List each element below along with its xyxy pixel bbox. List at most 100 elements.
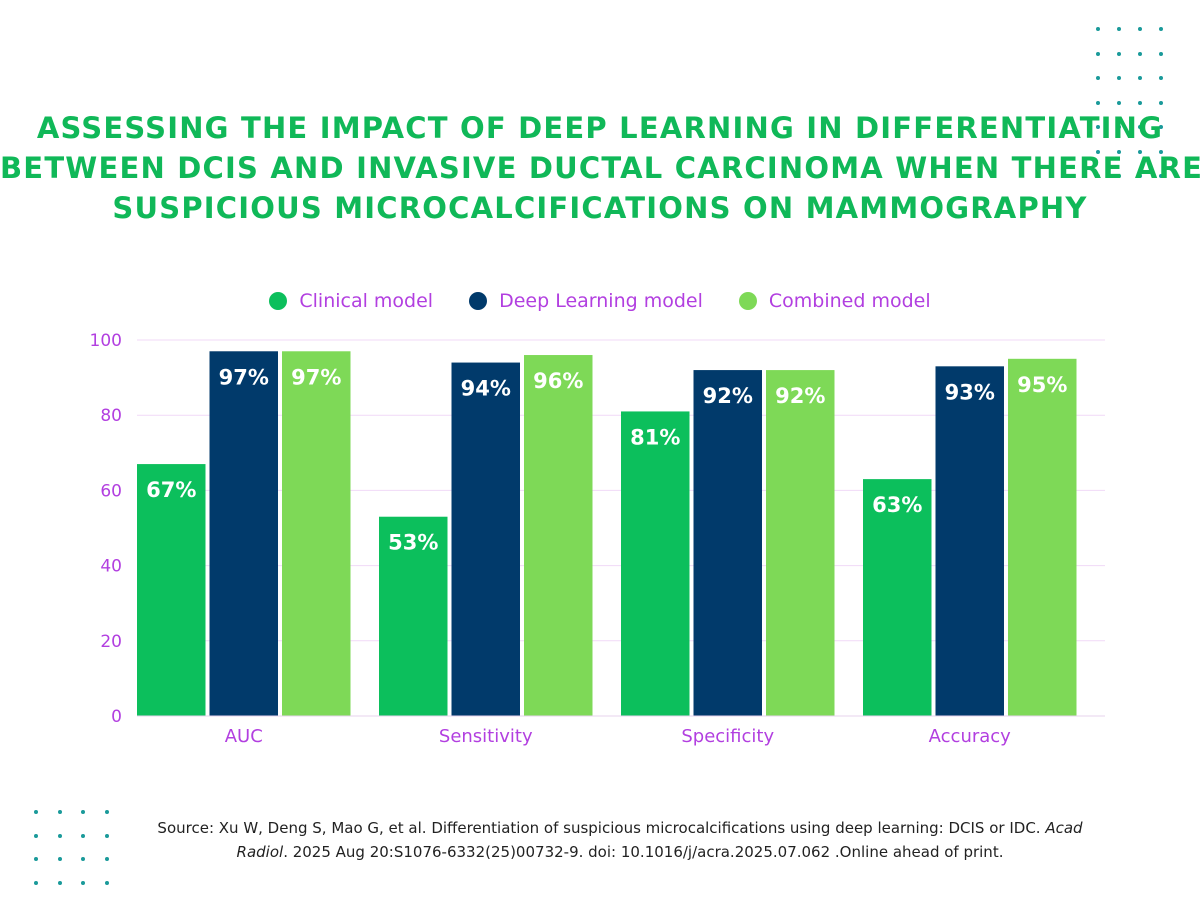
decorative-dot	[1159, 27, 1163, 31]
x-category-label: Specificity	[681, 726, 774, 747]
decorative-dot	[34, 880, 38, 885]
x-category-label: AUC	[225, 726, 263, 747]
decorative-dot	[1159, 76, 1163, 80]
legend-swatch-deep-learning	[469, 292, 488, 310]
bar-data-label: 93%	[945, 380, 995, 404]
x-category-label: Accuracy	[929, 726, 1012, 747]
decorative-dot	[57, 810, 62, 814]
bar-specificity-series-0	[621, 411, 690, 716]
decorative-dot	[1138, 51, 1142, 56]
decorative-dot	[57, 833, 62, 838]
y-tick-label: 60	[100, 481, 122, 501]
legend-item-clinical: Clinical model	[269, 290, 433, 312]
bar-auc-series-2	[282, 351, 351, 716]
decorative-dot	[57, 880, 62, 885]
bar-data-label: 97%	[219, 365, 269, 389]
bar-data-label: 53%	[388, 531, 438, 555]
bar-sensitivity-series-0	[379, 516, 448, 716]
y-tick-label: 20	[100, 632, 122, 652]
decorative-dot	[34, 857, 38, 861]
decorative-dot	[104, 880, 109, 885]
bar-data-label: 81%	[630, 425, 680, 449]
decorative-dot	[1138, 76, 1142, 80]
y-tick-label: 80	[100, 406, 122, 426]
decorative-dot	[57, 857, 62, 861]
decorative-dot-grid-bottom-left	[34, 810, 128, 904]
bar-accuracy-series-2	[1008, 358, 1077, 716]
y-tick-label: 40	[100, 557, 122, 577]
bar-chart: 0 20 40 60 80 100 67% 97% 97% AUC 53% 94% 96% Sensiti…	[90, 331, 1105, 747]
bar-data-label: 96%	[533, 369, 583, 393]
decorative-dot	[104, 810, 109, 814]
decorative-dot	[1117, 100, 1121, 105]
bar-accuracy-series-0	[863, 479, 932, 716]
decorative-dot	[81, 833, 85, 838]
decorative-dot	[1096, 174, 1100, 178]
decorative-dot	[1138, 149, 1142, 154]
bar-data-label: 94%	[461, 377, 511, 401]
legend-label-combined: Combined model	[768, 290, 931, 312]
legend-label-deep-learning: Deep Learning model	[499, 290, 703, 312]
source-journal-part-1: Acad	[1045, 819, 1083, 837]
bar-sensitivity-series-2	[524, 355, 593, 716]
title-line-1: ASSESSING THE IMPACT OF DEEP LEARNING IN…	[36, 111, 1164, 145]
bar-data-label: 63%	[872, 493, 922, 517]
source-text-1: Source: Xu W, Deng S, Mao G, et al. Diff…	[157, 819, 1041, 837]
decorative-dot	[81, 880, 85, 885]
decorative-dot	[1159, 149, 1163, 154]
decorative-dot-grid-top-right	[1096, 27, 1180, 199]
source-citation: Source: Xu W, Deng S, Mao G, et al. Diff…	[100, 816, 1140, 864]
y-tick-label: 0	[111, 707, 122, 727]
decorative-dot	[1096, 149, 1100, 154]
decorative-dot	[1096, 27, 1100, 31]
page-title: ASSESSING THE IMPACT OF DEEP LEARNING IN…	[0, 108, 1200, 228]
decorative-dot	[1096, 125, 1100, 129]
source-text-2: . 2025 Aug 20:S1076-6332(25)00732-9. doi…	[283, 843, 1004, 861]
decorative-dot	[81, 810, 85, 814]
decorative-dot	[1159, 174, 1163, 178]
decorative-dot	[1159, 125, 1163, 129]
bar-specificity-series-2	[766, 370, 835, 716]
legend-swatch-combined	[738, 292, 757, 310]
chart-legend: Clinical model Deep Learning model Combi…	[0, 286, 1200, 316]
decorative-dot	[1159, 51, 1163, 56]
source-journal-part-2: Radiol	[236, 843, 284, 861]
bar-data-label: 67%	[146, 478, 196, 502]
title-line-3: SUSPICIOUS MICROCALCIFICATIONS ON MAMMOG…	[112, 191, 1088, 225]
bar-data-label: 92%	[703, 384, 753, 408]
bar-data-label: 92%	[775, 384, 825, 408]
decorative-dot	[1138, 27, 1142, 31]
legend-swatch-clinical	[269, 292, 288, 310]
decorative-dot	[104, 857, 109, 861]
bar-data-label: 97%	[291, 365, 341, 389]
decorative-dot	[1117, 76, 1121, 80]
decorative-dot	[1138, 174, 1142, 178]
decorative-dot	[1117, 125, 1121, 129]
bar-auc-series-1	[209, 351, 278, 716]
bar-accuracy-series-1	[935, 366, 1004, 716]
legend-item-deep-learning: Deep Learning model	[469, 290, 703, 312]
bar-specificity-series-1	[693, 370, 762, 716]
bar-sensitivity-series-1	[451, 362, 520, 716]
decorative-dot	[34, 833, 38, 838]
bar-auc-series-0	[137, 464, 206, 716]
decorative-dot	[1096, 51, 1100, 56]
legend-item-combined: Combined model	[738, 290, 931, 312]
decorative-dot	[34, 810, 38, 814]
decorative-dot	[1138, 100, 1142, 105]
bar-data-label: 95%	[1017, 373, 1067, 397]
decorative-dot	[104, 833, 109, 838]
decorative-dot	[81, 857, 85, 861]
decorative-dot	[1117, 27, 1121, 31]
decorative-dot	[1117, 51, 1121, 56]
title-line-2: BETWEEN DCIS AND INVASIVE DUCTAL CARCINO…	[0, 151, 1200, 185]
decorative-dot	[1096, 76, 1100, 80]
decorative-dot	[1159, 100, 1163, 105]
x-category-label: Sensitivity	[439, 726, 533, 747]
decorative-dot	[1096, 100, 1100, 105]
y-tick-label: 100	[90, 331, 122, 351]
decorative-dot	[1117, 174, 1121, 178]
decorative-dot	[1117, 149, 1121, 154]
decorative-dot	[1138, 125, 1142, 129]
legend-label-clinical: Clinical model	[299, 290, 434, 312]
